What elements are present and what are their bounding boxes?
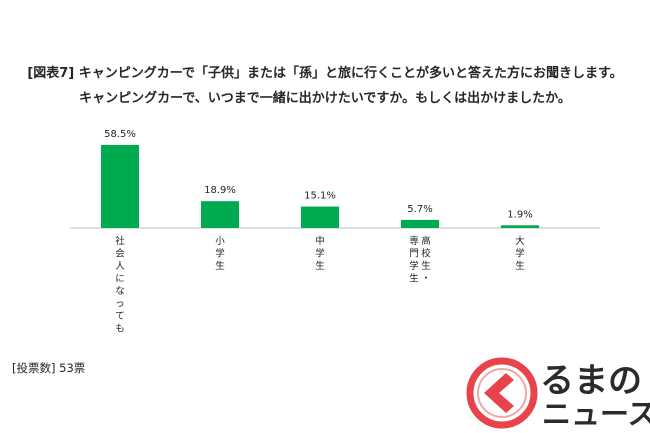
- logo-text-bottom: ニュース: [542, 397, 650, 431]
- chart-subtitle: キャンピングカーで、いつまで一緒に出かけたいですか。もしくは出かけましたか。: [79, 91, 571, 106]
- bar-value-label: 58.5%: [104, 129, 136, 140]
- bar-value-label: 1.9%: [507, 209, 532, 220]
- bar: [301, 206, 339, 228]
- bar: [501, 225, 539, 228]
- bar: [201, 201, 239, 228]
- vote-count-note: [投票数] 53票: [12, 361, 86, 375]
- kurumanonews-logo: るまの ニュース: [462, 355, 650, 433]
- category-label: 高校生・専門学生: [409, 235, 431, 285]
- bar-value-label: 15.1%: [304, 191, 336, 202]
- bar-value-label: 18.9%: [204, 185, 236, 196]
- bar: [101, 145, 139, 228]
- bar-value-label: 5.7%: [407, 204, 432, 215]
- category-label: 社会人になっても: [115, 235, 125, 335]
- logo-text-top: るまの: [540, 361, 642, 401]
- chart-title: [図表7] キャンピングカーで「子供」または「孫」と旅に行くことが多いと答えた方…: [27, 66, 623, 81]
- category-label: 小学生: [215, 236, 225, 272]
- bar: [401, 219, 439, 228]
- category-label: 中学生: [315, 235, 325, 272]
- category-label: 大学生: [515, 235, 525, 272]
- logo-emblem-icon: [466, 357, 538, 429]
